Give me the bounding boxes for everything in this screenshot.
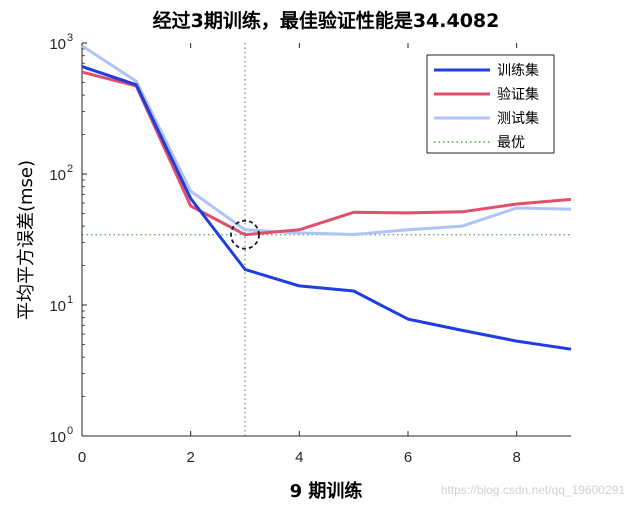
legend-label-validation: 验证集 [497, 86, 539, 103]
y-tick-label: 10 [49, 167, 66, 184]
y-tick-exponent: 0 [67, 425, 73, 437]
series-line-测试集 [81, 44, 572, 236]
legend-label-train: 训练集 [497, 62, 539, 79]
legend-label-best: 最优 [497, 135, 525, 151]
y-tick-exponent: 2 [67, 163, 73, 175]
x-tick-label: 6 [404, 449, 412, 466]
y-tick-exponent: 1 [67, 294, 73, 306]
chart-title: 经过3期训练，最佳验证性能是34.4082 [153, 9, 500, 32]
series-line-训练集 [81, 65, 572, 351]
y-tick-label: 10 [49, 298, 66, 315]
x-tick-label: 8 [512, 449, 520, 466]
x-tick-label: 0 [78, 449, 86, 466]
best-point-circle [230, 219, 260, 250]
legend-label-test: 测试集 [497, 110, 539, 127]
y-tick-label: 10 [49, 429, 66, 446]
x-tick-label: 4 [295, 449, 303, 466]
watermark: https://blog.csdn.net/qq_19600291 [441, 483, 625, 497]
y-axis-label: 平均平方误差(mse) [16, 160, 37, 320]
y-tick-label: 10 [49, 36, 66, 53]
series-layer [81, 44, 572, 351]
series-line-验证集 [81, 70, 572, 237]
legend: 训练集 验证集 测试集 最优 [426, 54, 555, 154]
x-axis-label: 9 期训练 [290, 480, 363, 502]
x-tick-label: 2 [186, 449, 194, 466]
y-tick-exponent: 3 [67, 32, 73, 44]
